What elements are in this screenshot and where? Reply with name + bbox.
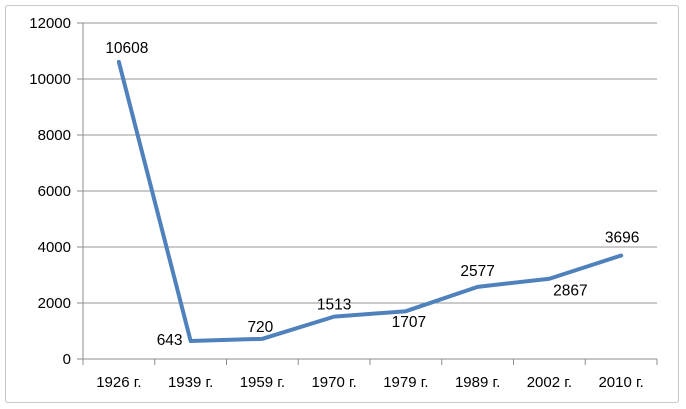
data-label: 643 xyxy=(157,332,183,349)
data-series-line xyxy=(116,59,624,343)
chart-frame xyxy=(5,5,679,403)
y-axis-tick-label: 8000 xyxy=(38,127,71,144)
x-axis-tick-label: 1939 г. xyxy=(168,374,213,391)
x-axis-tick-label: 1926 г. xyxy=(96,374,141,391)
y-axis-tick-label: 10000 xyxy=(29,71,71,88)
x-axis-tick-label: 1959 г. xyxy=(240,374,285,391)
y-axis-tick-label: 2000 xyxy=(38,295,71,312)
data-label: 2867 xyxy=(553,283,587,300)
x-axis-tick-label: 1970 г. xyxy=(311,374,356,391)
y-axis-tick-label: 0 xyxy=(63,351,71,368)
x-axis-tick-label: 2010 г. xyxy=(598,374,643,391)
y-axis-tick-label: 4000 xyxy=(38,239,71,256)
data-label: 720 xyxy=(247,319,273,336)
x-axis-tick-label: 1979 г. xyxy=(383,374,428,391)
data-label: 10608 xyxy=(105,40,148,57)
data-label: 1707 xyxy=(392,314,426,331)
x-axis-tick-label: 2002 г. xyxy=(527,374,572,391)
y-axis-tick-label: 12000 xyxy=(29,15,71,32)
x-axis-tick-label: 1989 г. xyxy=(455,374,500,391)
y-axis-tick-label: 6000 xyxy=(38,183,71,200)
data-label: 3696 xyxy=(605,230,639,247)
data-label: 1513 xyxy=(317,297,351,314)
data-label: 2577 xyxy=(460,263,494,280)
